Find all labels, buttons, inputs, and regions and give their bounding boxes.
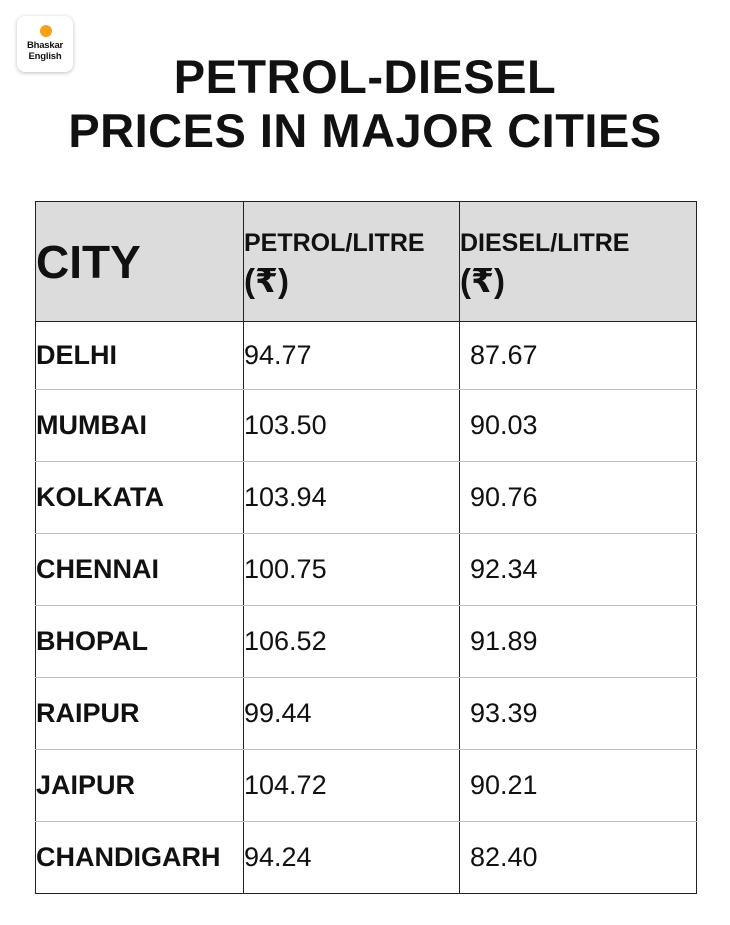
fuel-price-table: CITY PETROL/LITRE (₹) DIESEL/LITRE (₹) D… [35,201,697,894]
city-cell: CHENNAI [35,533,244,606]
brand-dot-icon [40,25,52,37]
petrol-price-cell: 104.72 [243,749,460,822]
city-cell: BHOPAL [35,605,244,678]
diesel-header-unit: (₹) [460,261,505,299]
city-cell: JAIPUR [35,749,244,822]
diesel-price-cell: 90.21 [459,749,697,822]
petrol-column-header: PETROL/LITRE (₹) [243,201,460,322]
city-column-header: CITY [35,201,244,322]
diesel-price-cell: 90.03 [459,389,697,462]
diesel-price-cell: 87.67 [459,321,697,390]
city-cell: MUMBAI [35,389,244,462]
diesel-price-cell: 82.40 [459,821,697,894]
city-cell: RAIPUR [35,677,244,750]
petrol-price-cell: 94.24 [243,821,460,894]
petrol-price-cell: 100.75 [243,533,460,606]
petrol-header-unit: (₹) [244,261,289,299]
brand-name: Bhaskar English [17,40,73,62]
city-cell: DELHI [35,321,244,390]
diesel-price-cell: 92.34 [459,533,697,606]
table-header-row: CITY PETROL/LITRE (₹) DIESEL/LITRE (₹) [35,201,697,322]
title-line2: PRICES IN MAJOR CITIES [68,104,662,157]
petrol-price-cell: 94.77 [243,321,460,390]
table-row: MUMBAI 103.50 90.03 [35,389,697,462]
brand-line2: English [28,51,62,62]
city-cell: KOLKATA [35,461,244,534]
diesel-column-header: DIESEL/LITRE (₹) [459,201,697,322]
table-row: DELHI 94.77 87.67 [35,321,697,390]
petrol-price-cell: 106.52 [243,605,460,678]
table-row: JAIPUR 104.72 90.21 [35,749,697,822]
petrol-price-cell: 103.94 [243,461,460,534]
petrol-price-cell: 103.50 [243,389,460,462]
title-line1: PETROL-DIESEL [173,50,557,103]
table-row: KOLKATA 103.94 90.76 [35,461,697,534]
diesel-header-label: DIESEL/LITRE [460,228,630,257]
table-row: BHOPAL 106.52 91.89 [35,605,697,678]
page-title: PETROL-DIESEL PRICES IN MAJOR CITIES [0,50,730,158]
petrol-price-cell: 99.44 [243,677,460,750]
table-row: RAIPUR 99.44 93.39 [35,677,697,750]
diesel-price-cell: 93.39 [459,677,697,750]
diesel-price-cell: 91.89 [459,605,697,678]
petrol-header-label: PETROL/LITRE [244,228,425,257]
table-row: CHENNAI 100.75 92.34 [35,533,697,606]
city-cell: CHANDIGARH [35,821,244,894]
brand-logo: Bhaskar English [17,16,73,72]
brand-line1: Bhaskar [26,40,64,51]
table-row: CHANDIGARH 94.24 82.40 [35,821,697,894]
diesel-price-cell: 90.76 [459,461,697,534]
